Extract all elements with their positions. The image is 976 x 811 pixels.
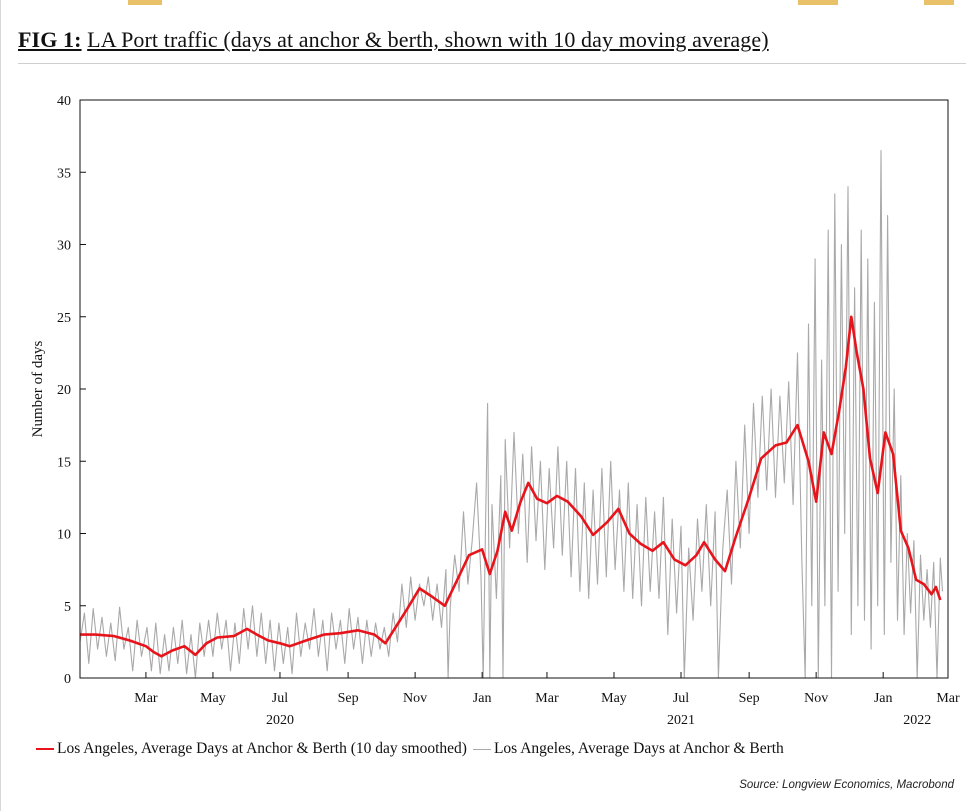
y-tick-label: 10 xyxy=(57,528,71,543)
legend-swatch-raw xyxy=(472,748,491,750)
y-tick-label: 15 xyxy=(57,455,71,470)
x-tick-label: Sep xyxy=(338,691,359,706)
y-tick-label: 5 xyxy=(64,600,71,615)
x-tick-label: Mar xyxy=(134,691,158,706)
x-tick-label: Nov xyxy=(804,691,828,706)
x-year-label: 2022 xyxy=(903,713,931,728)
strip-segment xyxy=(798,0,838,5)
y-tick-label: 30 xyxy=(57,239,71,254)
x-tick-label: Sep xyxy=(739,691,760,706)
y-tick-label: 0 xyxy=(64,672,71,687)
y-tick-label: 40 xyxy=(57,94,71,109)
x-tick-label: May xyxy=(200,691,226,706)
legend-label-raw: Los Angeles, Average Days at Anchor & Be… xyxy=(493,740,784,757)
strip-segment xyxy=(924,0,954,5)
legend-swatch-smoothed xyxy=(36,748,54,750)
y-tick-label: 25 xyxy=(57,311,71,326)
strip-segment xyxy=(128,0,162,5)
x-tick-label: Jan xyxy=(874,691,893,706)
x-tick-label: Mar xyxy=(535,691,559,706)
x-axis: Mar May Jul Sep Nov Jan Mar May Jul Sep Nov Jan Mar 2… xyxy=(134,672,960,728)
x-tick-label: Jan xyxy=(473,691,492,706)
y-tick-label: 35 xyxy=(57,166,71,181)
x-year-label: 2020 xyxy=(266,713,294,728)
x-tick-label: Mar xyxy=(936,691,960,706)
figure-label: FIG 1: xyxy=(18,27,82,52)
x-tick-label: May xyxy=(601,691,627,706)
top-decorative-strip xyxy=(0,0,976,6)
x-tick-label: Jul xyxy=(272,691,288,706)
x-tick-label: Jul xyxy=(673,691,689,706)
x-tick-label: Nov xyxy=(403,691,427,706)
y-axis: 0 5 10 15 20 25 30 35 40 xyxy=(57,94,86,687)
legend-label-smoothed: Los Angeles, Average Days at Anchor & Be… xyxy=(57,740,467,757)
figure-title: LA Port traffic (days at anchor & berth,… xyxy=(87,27,769,52)
figure-heading: FIG 1: LA Port traffic (days at anchor &… xyxy=(18,27,769,53)
source-note: Source: Longview Economics, Macrobond xyxy=(739,779,954,791)
series-line-raw xyxy=(79,150,944,679)
x-year-label: 2021 xyxy=(667,713,695,728)
y-tick-label: 20 xyxy=(57,383,71,398)
heading-divider xyxy=(18,63,966,64)
legend: Los Angeles, Average Days at Anchor & Be… xyxy=(36,740,784,758)
y-axis-title: Number of days xyxy=(30,341,46,438)
series-line-smoothed xyxy=(80,315,942,658)
series-layer xyxy=(79,150,944,679)
